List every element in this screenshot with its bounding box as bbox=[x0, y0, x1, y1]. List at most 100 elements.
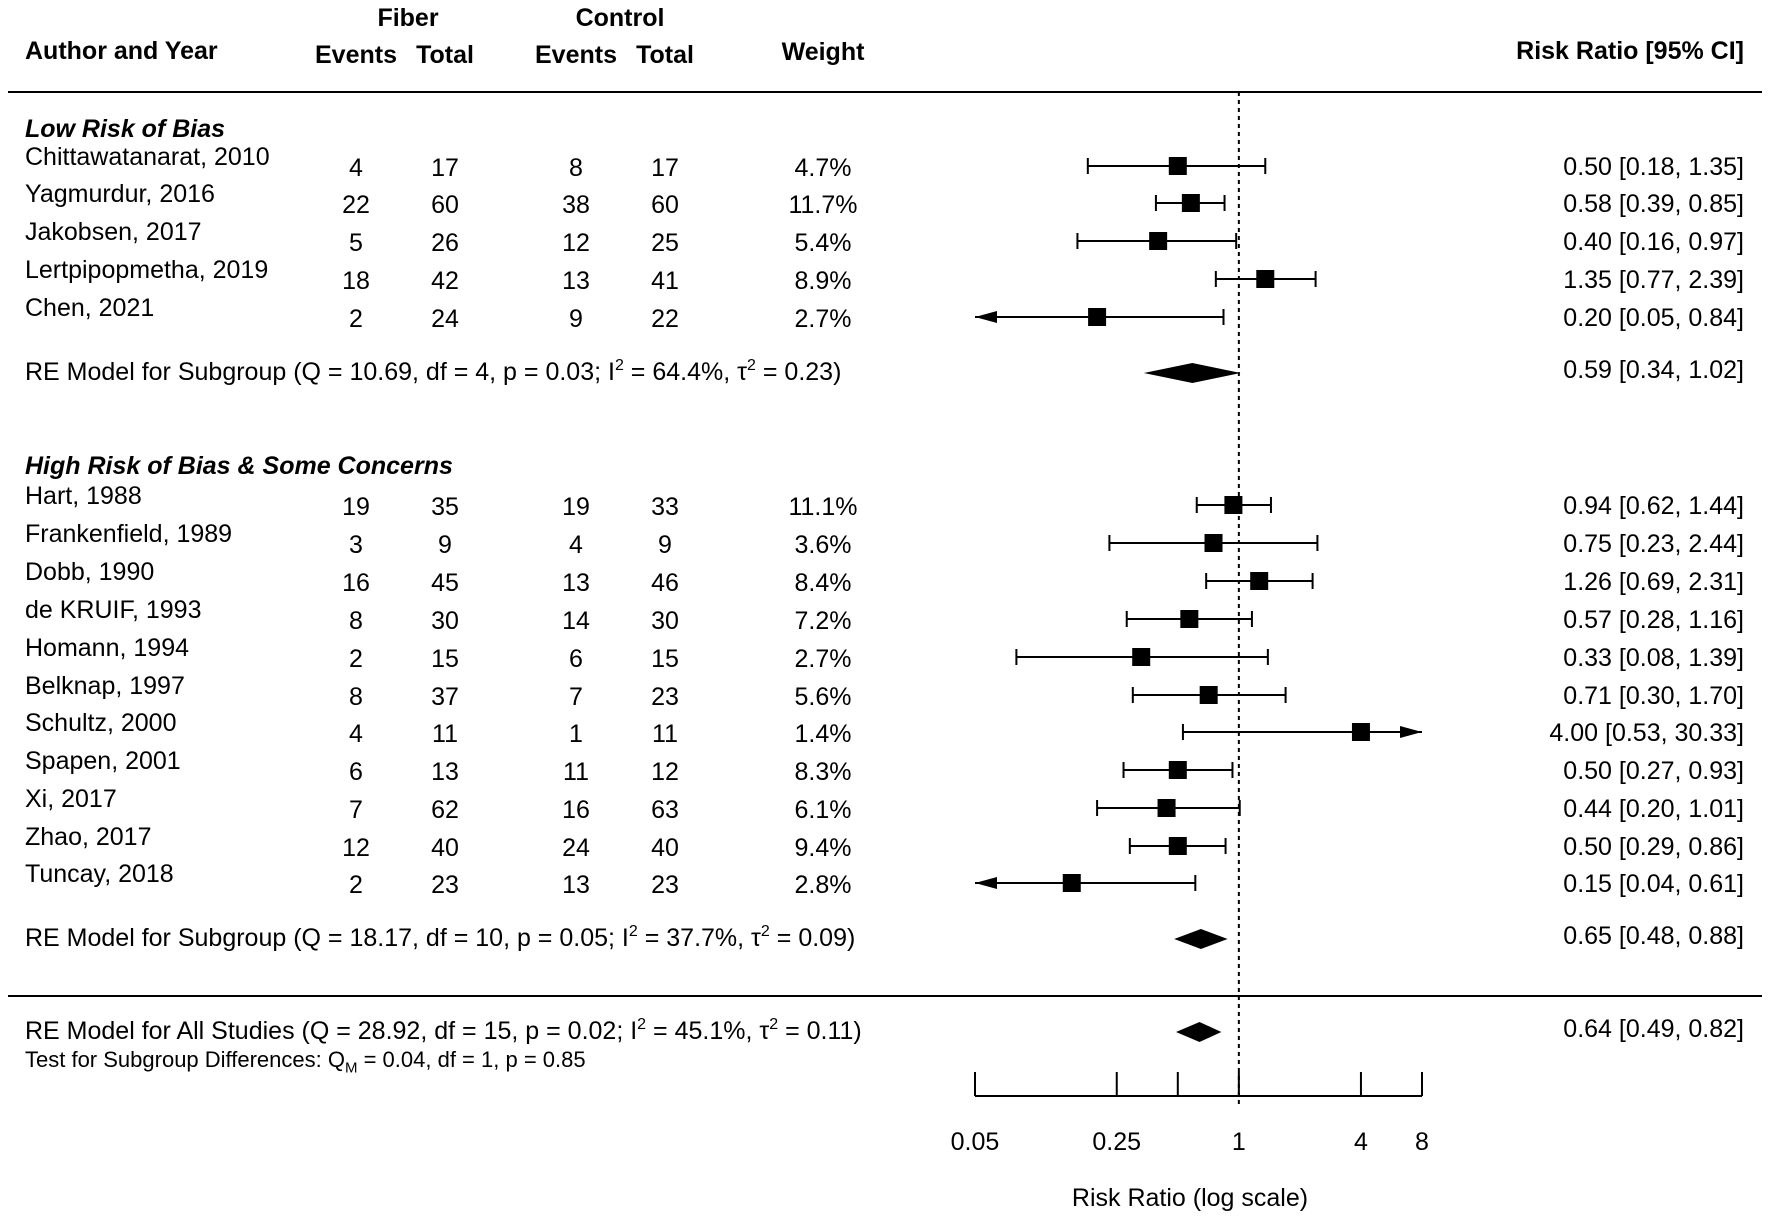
point-estimate bbox=[1149, 232, 1168, 250]
point-estimate bbox=[1256, 270, 1275, 288]
point-estimate bbox=[1168, 157, 1187, 175]
control-events: 7 bbox=[569, 683, 583, 711]
study-ci-text: 0.50 [0.27, 0.93] bbox=[1563, 757, 1744, 785]
control-total: 15 bbox=[651, 645, 679, 673]
fiber-events: 8 bbox=[349, 607, 363, 635]
study-weight: 5.6% bbox=[795, 683, 852, 711]
control-events: 14 bbox=[562, 607, 590, 635]
fiber-total: 13 bbox=[431, 758, 459, 786]
study-author: Schultz, 2000 bbox=[25, 709, 177, 737]
study-weight: 8.4% bbox=[795, 569, 852, 597]
subgroup-model-label-low: RE Model for Subgroup (Q = 10.69, df = 4… bbox=[25, 357, 842, 386]
study-ci-text: 1.26 [0.69, 2.31] bbox=[1563, 568, 1744, 596]
fiber-total: 30 bbox=[431, 607, 459, 635]
study-weight: 11.1% bbox=[788, 493, 857, 521]
point-estimate bbox=[1224, 496, 1243, 514]
study-ci-text: 0.58 [0.39, 0.85] bbox=[1563, 190, 1744, 218]
study-author: Homann, 1994 bbox=[25, 634, 189, 662]
header-fiber-events: Events bbox=[315, 41, 397, 69]
overall-model-ci: 0.64 [0.49, 0.82] bbox=[1563, 1015, 1744, 1043]
header-risk-ratio: Risk Ratio [95% CI] bbox=[1516, 37, 1744, 65]
control-events: 19 bbox=[562, 493, 590, 521]
control-events: 16 bbox=[562, 796, 590, 824]
study-author: Chittawatanarat, 2010 bbox=[25, 143, 270, 171]
fiber-total: 62 bbox=[431, 796, 459, 824]
x-axis-tick-label: 1 bbox=[1232, 1128, 1246, 1156]
control-events: 9 bbox=[569, 305, 583, 333]
overall-diamond bbox=[1176, 1022, 1222, 1042]
study-author: Xi, 2017 bbox=[25, 785, 117, 813]
fiber-events: 2 bbox=[349, 871, 363, 899]
ci-arrow-left bbox=[975, 311, 997, 323]
study-author: Hart, 1988 bbox=[25, 482, 142, 510]
overall-model-label: RE Model for All Studies (Q = 28.92, df … bbox=[25, 1016, 862, 1045]
study-author: Jakobsen, 2017 bbox=[25, 218, 202, 246]
study-ci-text: 0.40 [0.16, 0.97] bbox=[1563, 228, 1744, 256]
fiber-events: 19 bbox=[342, 493, 370, 521]
subgroup-title-low: Low Risk of Bias bbox=[25, 115, 226, 143]
point-estimate bbox=[1157, 799, 1176, 817]
point-estimate bbox=[1351, 723, 1370, 741]
ci-arrow-left bbox=[975, 877, 997, 889]
study-ci-text: 0.57 [0.28, 1.16] bbox=[1563, 606, 1744, 634]
study-weight: 2.7% bbox=[795, 645, 852, 673]
study-ci-text: 0.75 [0.23, 2.44] bbox=[1563, 530, 1744, 558]
fiber-total: 35 bbox=[431, 493, 459, 521]
study-weight: 9.4% bbox=[795, 834, 852, 862]
study-author: Dobb, 1990 bbox=[25, 558, 154, 586]
fiber-total: 37 bbox=[431, 683, 459, 711]
ci-arrow-right bbox=[1400, 726, 1422, 738]
point-estimate bbox=[1180, 610, 1199, 628]
point-estimate bbox=[1199, 686, 1218, 704]
fiber-events: 5 bbox=[349, 229, 363, 257]
x-axis-tick-label: 4 bbox=[1354, 1128, 1368, 1156]
control-events: 13 bbox=[562, 267, 590, 295]
x-axis-label: Risk Ratio (log scale) bbox=[1071, 1184, 1309, 1212]
study-author: Tuncay, 2018 bbox=[25, 860, 174, 888]
control-total: 40 bbox=[651, 834, 679, 862]
control-events: 1 bbox=[569, 720, 583, 748]
point-estimate bbox=[1168, 837, 1187, 855]
fiber-total: 42 bbox=[431, 267, 459, 295]
fiber-total: 40 bbox=[431, 834, 459, 862]
header-control: Control bbox=[575, 4, 665, 32]
subgroup-model-ci-high: 0.65 [0.48, 0.88] bbox=[1563, 922, 1744, 950]
point-estimate bbox=[1062, 874, 1081, 892]
control-events: 11 bbox=[563, 758, 589, 786]
point-estimate bbox=[1168, 761, 1187, 779]
study-weight: 1.4% bbox=[795, 720, 852, 748]
point-estimate bbox=[1250, 572, 1269, 590]
control-total: 25 bbox=[651, 229, 679, 257]
subgroup-differences-test: Test for Subgroup Differences: QM = 0.04… bbox=[25, 1047, 586, 1077]
control-total: 23 bbox=[651, 871, 679, 899]
fiber-events: 18 bbox=[342, 267, 370, 295]
fiber-total: 45 bbox=[431, 569, 459, 597]
subgroup-diamond-low bbox=[1143, 363, 1241, 383]
study-weight: 8.9% bbox=[795, 267, 852, 295]
study-author: Lertpipopmetha, 2019 bbox=[25, 256, 268, 284]
study-ci-text: 1.35 [0.77, 2.39] bbox=[1563, 266, 1744, 294]
study-weight: 8.3% bbox=[795, 758, 852, 786]
x-axis-tick-label: 8 bbox=[1415, 1128, 1429, 1156]
header-author: Author and Year bbox=[25, 37, 218, 65]
fiber-events: 8 bbox=[349, 683, 363, 711]
fiber-total: 23 bbox=[431, 871, 459, 899]
study-author: Chen, 2021 bbox=[25, 294, 154, 322]
point-estimate bbox=[1181, 194, 1200, 212]
study-author: de KRUIF, 1993 bbox=[25, 596, 202, 624]
control-total: 17 bbox=[651, 154, 679, 182]
study-ci-text: 4.00 [0.53, 30.33] bbox=[1549, 719, 1744, 747]
study-author: Frankenfield, 1989 bbox=[25, 520, 232, 548]
control-total: 11 bbox=[652, 720, 678, 748]
point-estimate bbox=[1088, 308, 1107, 326]
study-ci-text: 0.94 [0.62, 1.44] bbox=[1563, 492, 1744, 520]
fiber-total: 24 bbox=[431, 305, 459, 333]
control-total: 9 bbox=[658, 531, 672, 559]
control-total: 33 bbox=[651, 493, 679, 521]
fiber-events: 2 bbox=[349, 305, 363, 333]
fiber-total: 11 bbox=[432, 720, 458, 748]
fiber-total: 9 bbox=[438, 531, 452, 559]
fiber-events: 12 bbox=[342, 834, 370, 862]
header-control-events: Events bbox=[535, 41, 617, 69]
header-weight: Weight bbox=[781, 38, 865, 66]
